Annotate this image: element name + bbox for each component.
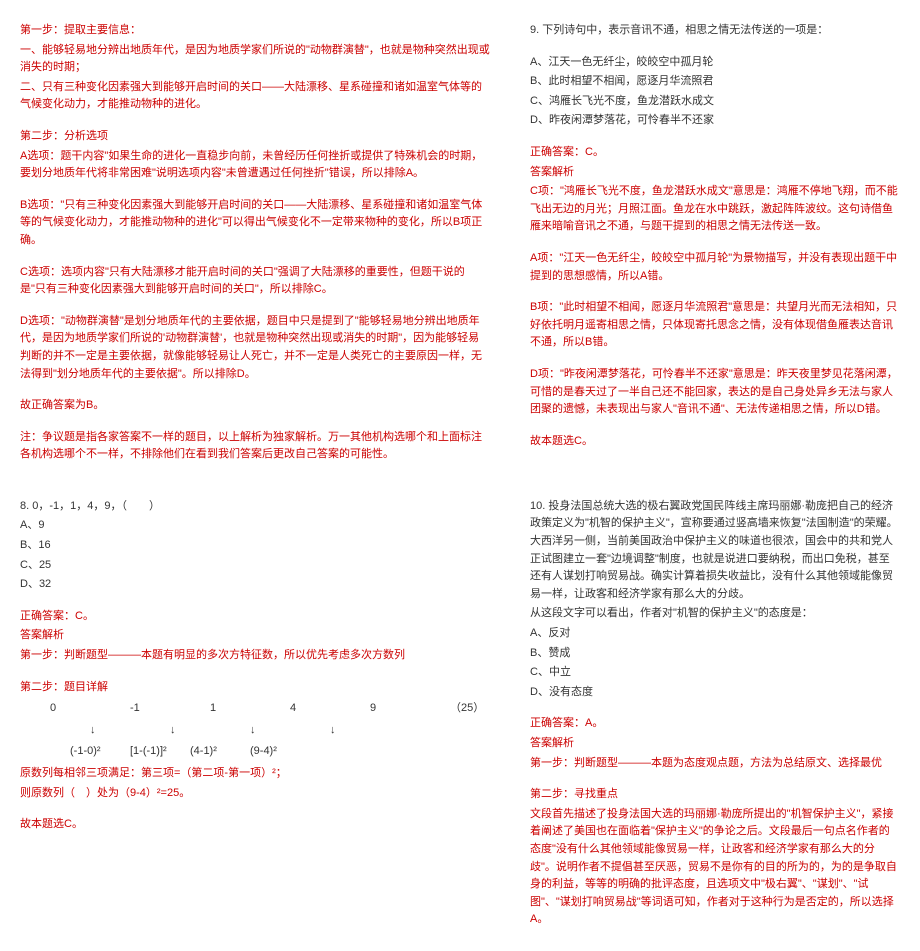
block-bottom-left: 8. 0，-1，1，4，9，（ ） A、9 B、16 C、25 D、32 正确答… — [20, 496, 490, 931]
q9-an-6: D项："昨夜闲潭梦落花，可怜春半不还家"意思是：昨天夜里梦见花落闲潭，可惜的是春… — [530, 366, 900, 419]
tl-7: B选项："只有三种变化因素强大到能够开启时间的关口——大陆漂移、星系碰撞和诸如温… — [20, 197, 490, 250]
q9-an-8: 故本题选C。 — [530, 433, 900, 451]
q9-ans: 正确答案：C。 — [530, 144, 900, 162]
q8-rule2: 则原数列（ ）处为（9-4）²=25。 — [20, 785, 490, 803]
tl-13: 故正确答案为B。 — [20, 397, 490, 415]
q8-b: B、16 — [20, 537, 490, 555]
q10-b: B、赞成 — [530, 645, 900, 663]
q10-sub: 从这段文字可以看出，作者对"机智的保护主义"的态度是： — [530, 605, 900, 623]
q10-step1: 第一步：判断题型———本题为态度观点题，方法为总结原文、选择最优 — [530, 755, 900, 773]
q10-anal-label: 答案解析 — [530, 735, 900, 753]
q8: 8. 0，-1，1，4，9，（ ） — [20, 498, 490, 516]
math-row1: 0 -1 1 4 9 （25） — [50, 700, 490, 718]
q10: 10. 投身法国总统大选的极右翼政党国民阵线主席玛丽娜·勒庞把自己的经济政策定义… — [530, 498, 900, 604]
tl-9: C选项：选项内容"只有大陆漂移才能开启时间的关口"强调了大陆漂移的重要性，但题干… — [20, 264, 490, 299]
q8-rule1: 原数列每相邻三项满足：第三项=（第二项-第一项）²； — [20, 765, 490, 783]
tl-0: 第一步：提取主要信息： — [20, 22, 490, 40]
q9-c: C、鸿雁长飞光不度，鱼龙潜跃水成文 — [530, 93, 900, 111]
q9-d: D、昨夜闲潭梦落花，可怜春半不还家 — [530, 112, 900, 130]
q9-b: B、此时相望不相闻，愿逐月华流照君 — [530, 73, 900, 91]
q10-d: D、没有态度 — [530, 684, 900, 702]
block-bottom-right: 10. 投身法国总统大选的极右翼政党国民阵线主席玛丽娜·勒庞把自己的经济政策定义… — [530, 496, 900, 931]
tl-5: A选项：题干内容"如果生命的进化一直稳步向前，未曾经历任何挫折或提供了特殊机会的… — [20, 148, 490, 183]
q9-an-4: B项："此时相望不相闻，愿逐月华流照君"意思是：共望月光而无法相知，只好依托明月… — [530, 299, 900, 352]
tl-11: D选项："动物群演替"是划分地质年代的主要依据，题目中只是提到了"能够轻易地分辨… — [20, 313, 490, 383]
tl-15: 注：争议题是指各家答案不一样的题目，以上解析为独家解析。万一其他机构选哪个和上面… — [20, 429, 490, 464]
q10-step2: 第二步：寻找重点 — [530, 786, 900, 804]
q10-c: C、中立 — [530, 664, 900, 682]
tl-2: 二、只有三种变化因素强大到能够开启时间的关口——大陆漂移、星系碰撞和诸如温室气体… — [20, 79, 490, 114]
q8-step1: 第一步：判断题型———本题有明显的多次方特征数，所以优先考虑多次方数列 — [20, 647, 490, 665]
q10-body: 文段首先描述了投身法国大选的玛丽娜·勒庞所提出的"机智保护主义"，紧接着阐述了美… — [530, 806, 900, 929]
math-row3: (-1-0)² [1-(-1)]² (4-1)² (9-4)² — [70, 743, 490, 761]
math-row2: ↓ ↓ ↓ ↓ — [90, 722, 490, 740]
q8-a: A、9 — [20, 517, 490, 535]
q9-an-2: A项："江天一色无纤尘，皎皎空中孤月轮"为景物描写，并没有表现出题干中提到的思想… — [530, 250, 900, 285]
tl-1: 一、能够轻易地分辨出地质年代，是因为地质学家们所说的"动物群演替"，也就是物种突… — [20, 42, 490, 77]
q8-step2: 第二步：题目详解 — [20, 679, 490, 697]
q9-anal-label: 答案解析 — [530, 164, 900, 182]
tl-4: 第二步：分析选项 — [20, 128, 490, 146]
block-top-left: 第一步：提取主要信息： 一、能够轻易地分辨出地质年代，是因为地质学家们所说的"动… — [20, 20, 490, 466]
q8-ans: 正确答案：C。 — [20, 608, 490, 626]
q8-c: C、25 — [20, 557, 490, 575]
q9-a: A、江天一色无纤尘，皎皎空中孤月轮 — [530, 54, 900, 72]
q9: 9. 下列诗句中，表示音讯不通，相思之情无法传送的一项是： — [530, 22, 900, 40]
q9-an-0: C项："鸿雁长飞光不度，鱼龙潜跃水成文"意思是：鸿雁不停地飞翔，而不能飞出无边的… — [530, 183, 900, 236]
q8-final: 故本题选C。 — [20, 816, 490, 834]
q10-a: A、反对 — [530, 625, 900, 643]
q10-ans: 正确答案：A。 — [530, 715, 900, 733]
q8-d: D、32 — [20, 576, 490, 594]
block-top-right: 9. 下列诗句中，表示音讯不通，相思之情无法传送的一项是： A、江天一色无纤尘，… — [530, 20, 900, 466]
q8-anal-label: 答案解析 — [20, 627, 490, 645]
